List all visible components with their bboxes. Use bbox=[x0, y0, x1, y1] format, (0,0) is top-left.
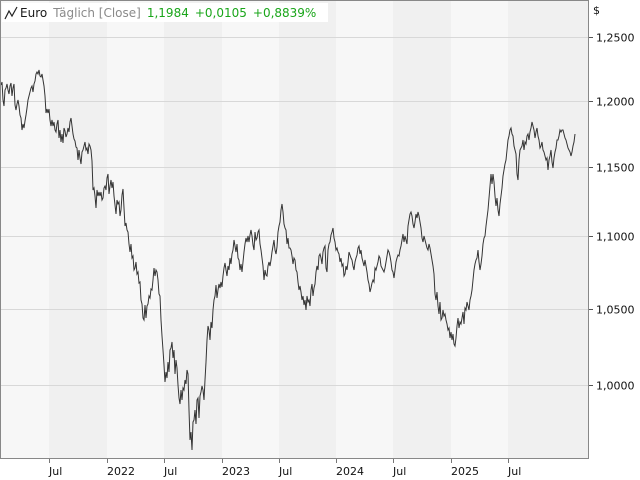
x-tick bbox=[451, 459, 452, 463]
y-tick bbox=[589, 101, 593, 102]
line-chart-icon bbox=[4, 6, 18, 19]
y-tick-label: 1,1500 bbox=[596, 161, 635, 175]
y-tick-label: 1,0000 bbox=[596, 379, 635, 393]
y-tick-label: 1,2500 bbox=[596, 31, 635, 45]
last-price: 1,1984 bbox=[146, 5, 189, 20]
plot-frame bbox=[0, 0, 589, 459]
x-tick bbox=[107, 459, 108, 463]
chart-plot-area[interactable] bbox=[0, 0, 589, 459]
y-axis[interactable]: $ 1,2500 1,2000 1,1500 1,1000 1,0500 1,0… bbox=[589, 0, 640, 459]
x-tick-label: 2022 bbox=[107, 465, 135, 478]
x-tick-label: Jul bbox=[508, 465, 522, 478]
y-tick-label: 1,1000 bbox=[596, 230, 635, 244]
price-line bbox=[0, 69, 576, 451]
instrument-name: Euro bbox=[20, 5, 48, 20]
y-tick bbox=[589, 309, 593, 310]
time-bands bbox=[49, 0, 588, 459]
x-tick bbox=[393, 459, 394, 463]
y-tick-label: 1,2000 bbox=[596, 95, 635, 109]
currency-label: $ bbox=[593, 4, 600, 17]
y-tick bbox=[589, 37, 593, 38]
series-description: Täglich [Close] bbox=[53, 5, 141, 20]
price-chart bbox=[0, 0, 589, 459]
y-tick-label: 1,0500 bbox=[596, 303, 635, 317]
price-change: +0,0105 bbox=[194, 5, 247, 20]
x-tick bbox=[49, 459, 50, 463]
x-axis[interactable]: Jul 2022 Jul 2023 Jul 2024 Jul 2025 Jul bbox=[0, 459, 589, 480]
x-tick bbox=[164, 459, 165, 463]
y-tick bbox=[589, 236, 593, 237]
x-tick-label: Jul bbox=[49, 465, 63, 478]
x-tick bbox=[279, 459, 280, 463]
x-tick-label: 2024 bbox=[336, 465, 364, 478]
x-tick-label: 2025 bbox=[451, 465, 479, 478]
x-tick-label: 2023 bbox=[222, 465, 250, 478]
x-tick-label: Jul bbox=[164, 465, 178, 478]
x-tick-label: Jul bbox=[279, 465, 293, 478]
x-tick bbox=[336, 459, 337, 463]
y-tick bbox=[589, 385, 593, 386]
x-tick bbox=[508, 459, 509, 463]
y-tick bbox=[589, 167, 593, 168]
x-tick bbox=[222, 459, 223, 463]
price-change-percent: +0,8839% bbox=[252, 5, 317, 20]
grid-lines bbox=[0, 37, 588, 386]
chart-legend[interactable]: Euro Täglich [Close] 1,1984 +0,0105 +0,8… bbox=[2, 3, 329, 22]
x-tick-label: Jul bbox=[393, 465, 407, 478]
